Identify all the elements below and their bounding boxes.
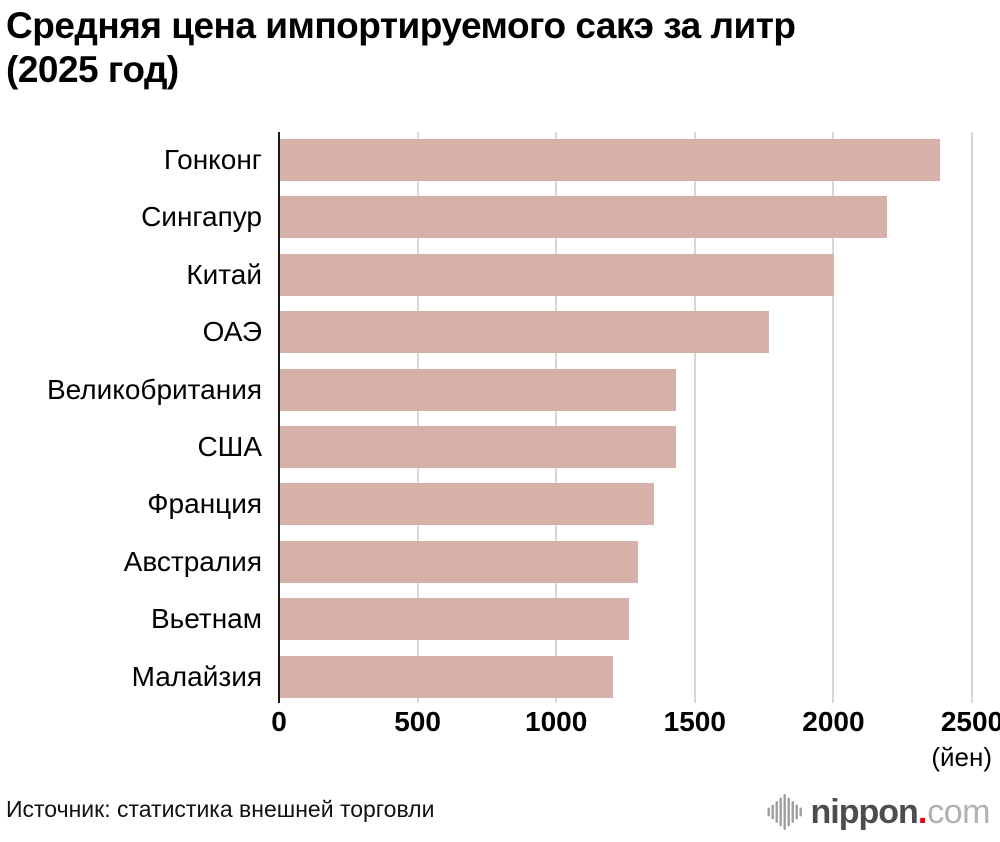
gridline	[832, 132, 835, 703]
bar	[280, 426, 677, 468]
category-label: США	[197, 431, 262, 462]
chart-title: Средняя цена импортируемого сакэ за литр…	[6, 5, 796, 91]
bar	[280, 139, 940, 181]
soundwave-icon	[767, 794, 802, 830]
bar	[280, 540, 638, 583]
bar	[280, 655, 613, 698]
category-label: Малайзия	[131, 660, 262, 692]
footer: Источник: статистика внешней торговли ni…	[0, 790, 1000, 842]
logo-name-text: nippon	[810, 792, 919, 831]
bar	[280, 598, 630, 641]
gridline	[971, 132, 973, 703]
category-label: Вьетнам	[150, 603, 262, 635]
bar	[280, 253, 835, 296]
x-tick-label: 1000	[525, 706, 588, 737]
logo-tld-text: com	[927, 792, 990, 831]
nippon-logo: nippon. com	[766, 790, 990, 834]
x-tick-label: 0	[271, 706, 287, 737]
x-tick-label: 2000	[802, 706, 865, 737]
category-label: ОАЭ	[202, 316, 262, 348]
bar	[280, 368, 677, 411]
bar	[280, 311, 770, 354]
gridline	[693, 132, 696, 703]
source-text: Источник: статистика внешней торговли	[6, 796, 435, 822]
plot-area	[278, 132, 993, 703]
y-axis-line	[278, 132, 280, 703]
bar	[280, 196, 888, 239]
gridline	[555, 132, 558, 703]
category-label: Китай	[186, 258, 262, 290]
x-tick-label: 2500	[940, 706, 1000, 737]
x-tick-label: 500	[394, 706, 441, 737]
bar	[280, 483, 655, 526]
category-label: Сингапур	[141, 201, 262, 233]
x-tick-label: 1500	[663, 706, 726, 737]
category-label: Гонконг	[163, 144, 262, 175]
category-label: Франция	[147, 488, 262, 520]
category-label: Великобритания	[46, 373, 262, 405]
logo-dot: .	[917, 792, 928, 831]
gridline	[416, 132, 419, 703]
axis-unit-label: (йен)	[931, 742, 992, 772]
category-label: Австралия	[123, 545, 262, 577]
